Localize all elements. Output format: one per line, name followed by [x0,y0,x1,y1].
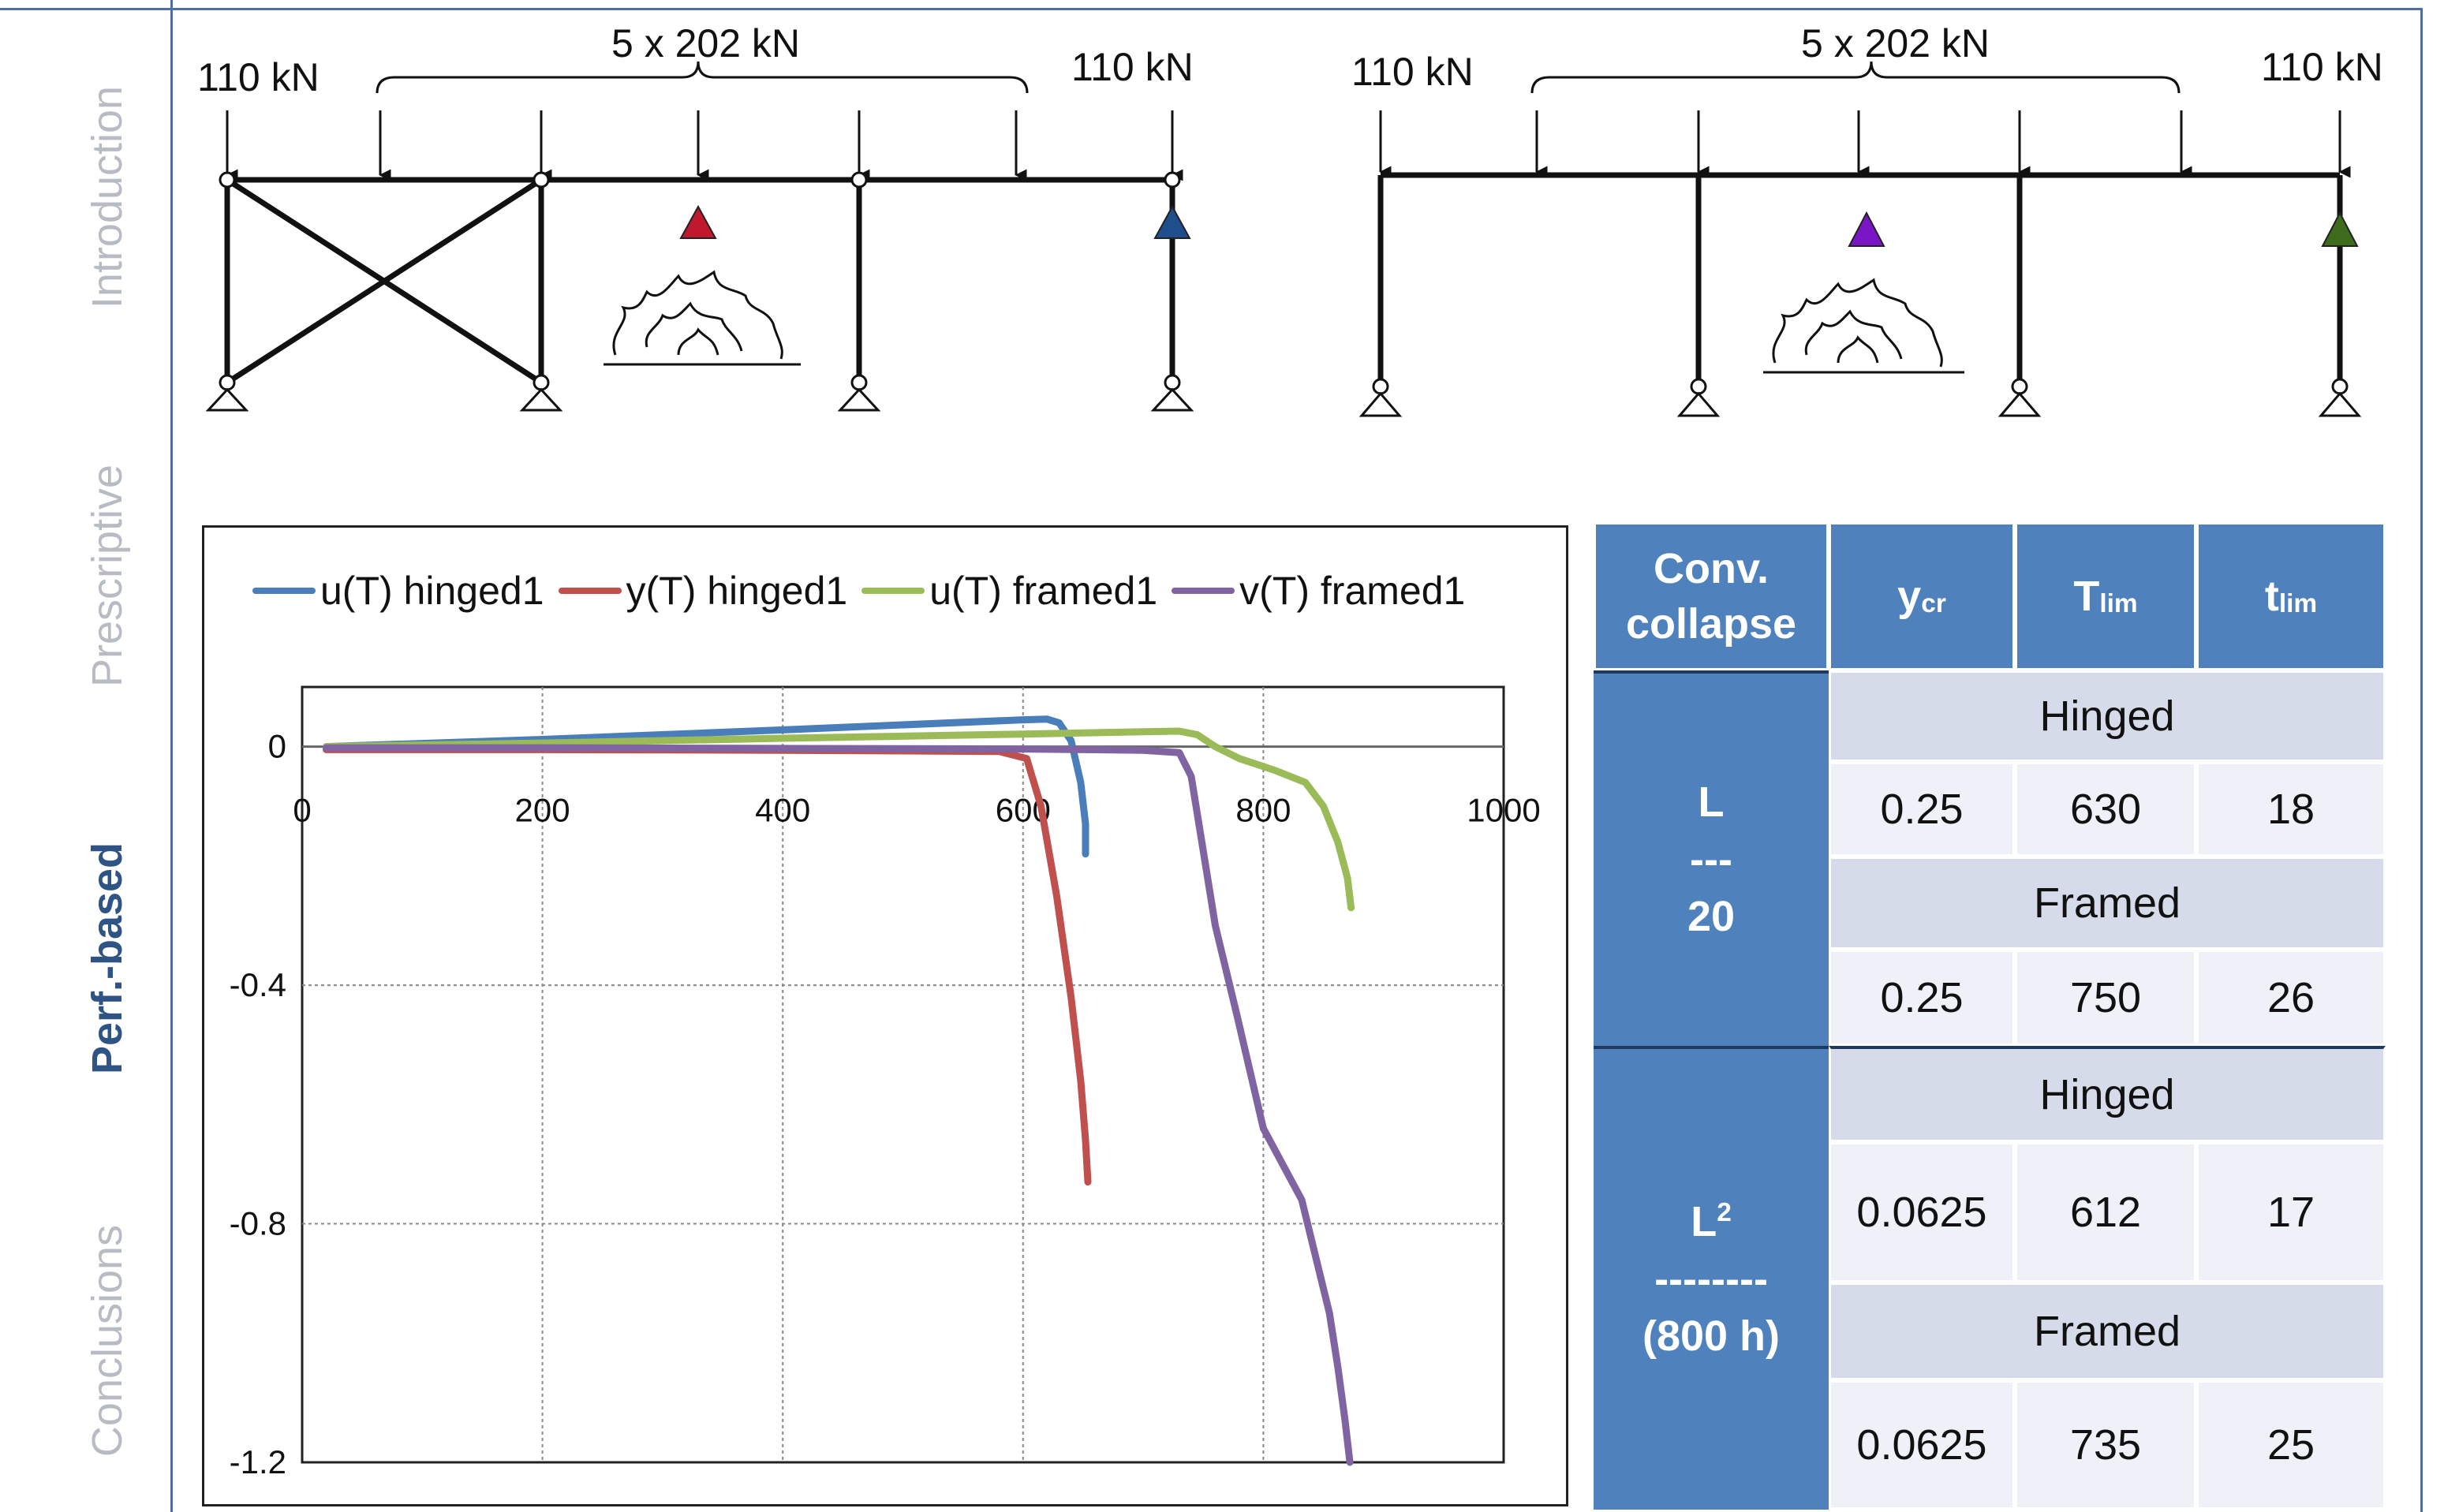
framed-structure-diagram: 110 kN 5 x 202 kN 110 kN [1351,21,2383,417]
legend-label: u(T) framed1 [929,569,1158,613]
sensor-marker-purple [1848,211,1885,247]
series-line-1 [323,715,1089,858]
structural-diagrams: 110 kN 5 x 202 kN 110 kN [197,21,2383,417]
series-line-4 [323,744,1354,1466]
legend-item: v(T) framed1 [1172,568,1465,614]
header-conv-collapse: Conv. collapse [1594,522,1829,670]
band-framed: Framed [1829,857,2386,950]
cell-ycr: 0.25 [1829,950,2015,1046]
left-load-left: 110 kN [197,55,320,99]
legend-label: y(T) hinged1 [626,569,848,613]
right-load-left: 110 kN [1351,50,1474,94]
header-tlim-time: t lim [2196,522,2386,670]
band-framed: Framed [1829,1282,2386,1380]
x-tick-label: 1000 [1467,792,1540,829]
x-tick-label: 400 [755,792,810,829]
band-hinged: Hinged [1829,670,2386,762]
x-tick-label: 800 [1235,792,1291,829]
series-line-3 [323,727,1355,912]
legend-label: v(T) framed1 [1239,569,1466,613]
cell-ycr: 0.25 [1829,762,2015,857]
right-load-right: 110 kN [2261,45,2383,89]
cell-ycr: 0.0625 [1829,1380,2015,1510]
nav-divider [170,0,173,1512]
sensor-marker-red [679,204,717,239]
cell-ycr: 0.0625 [1829,1142,2015,1282]
y-tick-label: 0 [268,728,286,765]
nav-prescriptive[interactable]: Prescriptive [84,464,131,688]
fire-icon [1763,278,1964,374]
right-border [2420,8,2423,1512]
y-tick-label: -1.2 [230,1443,286,1480]
header-conv: Conv. [1654,544,1769,592]
cell-tlim: 750 [2015,950,2196,1046]
legend-label: u(T) hinged1 [320,569,544,613]
nav-conclusions[interactable]: Conclusions [84,1224,131,1458]
y-tick-label: -0.8 [230,1205,286,1242]
sensor-marker-blue [1153,204,1191,239]
fire-icon [604,270,801,366]
x-tick-label: 0 [293,792,311,829]
top-border [0,8,2422,10]
cell-time: 26 [2196,950,2386,1046]
cell-tlim: 630 [2015,762,2196,857]
plot-area [301,685,1505,1464]
left-load-group: 5 x 202 kN [611,21,800,65]
row-group-L2-over-800h: L2 -------- (800 h) [1594,1046,1829,1510]
legend-item: u(T) framed1 [861,568,1157,614]
cell-time: 17 [2196,1142,2386,1282]
cell-time: 18 [2196,762,2386,857]
legend-item: u(T) hinged1 [252,568,544,614]
left-load-right: 110 kN [1071,45,1194,89]
cell-tlim: 612 [2015,1142,2196,1282]
cell-time: 25 [2196,1380,2386,1510]
band-hinged: Hinged [1829,1046,2386,1142]
x-tick-label: 200 [515,792,570,829]
right-load-group: 5 x 202 kN [1801,21,1990,65]
row-group-L-over-20: L --- 20 [1594,670,1829,1046]
header-ycr: y cr [1829,522,2015,670]
header-collapse: collapse [1625,600,1797,648]
nav-perf-based[interactable]: Perf.-based [84,842,131,1075]
y-tick-label: -0.4 [230,966,286,1003]
chart-legend: u(T) hinged1 y(T) hinged1 u(T) framed1 v… [252,568,1479,614]
cell-tlim: 735 [2015,1380,2196,1510]
legend-item: y(T) hinged1 [558,568,848,614]
sensor-marker-green [2321,211,2359,247]
hinged-frame-diagram: 110 kN 5 x 202 kN 110 kN [197,21,1194,412]
